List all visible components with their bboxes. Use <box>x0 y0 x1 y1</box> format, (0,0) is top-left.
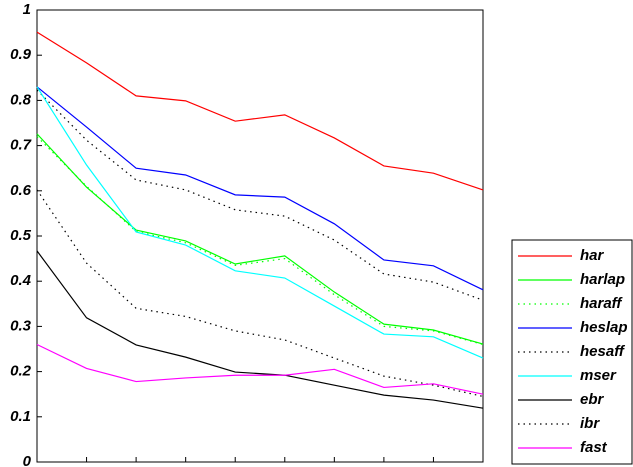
y-tick-label: 0.2 <box>10 363 32 380</box>
y-tick-label: 0.5 <box>10 227 32 244</box>
legend-label: heslap <box>580 319 628 336</box>
series-line <box>36 86 484 291</box>
series-line <box>36 89 484 301</box>
y-tick-label: 1 <box>23 1 31 18</box>
series-line <box>36 86 484 359</box>
y-tick-label: 0.7 <box>10 137 32 154</box>
y-tick-label: 0.6 <box>10 182 32 199</box>
series-line <box>36 250 484 409</box>
series-line <box>36 189 484 398</box>
legend-label: mser <box>580 367 617 384</box>
legend-label: harlap <box>580 271 625 288</box>
legend-label: hesaff <box>580 343 626 360</box>
series-line <box>36 136 484 346</box>
y-tick-label: 0.8 <box>10 91 32 108</box>
series-line <box>36 343 484 395</box>
y-tick-label: 0 <box>23 453 32 467</box>
legend-box <box>511 239 633 465</box>
legend-label: haraff <box>580 295 623 312</box>
series-line <box>36 31 484 191</box>
y-tick-label: 0.1 <box>10 408 31 425</box>
legend-label: fast <box>580 439 608 456</box>
legend-label: har <box>580 247 605 264</box>
y-tick-label: 0.9 <box>10 46 32 63</box>
legend-label: ebr <box>580 391 605 408</box>
y-tick-label: 0.3 <box>10 317 32 334</box>
legend-label: ibr <box>580 415 600 432</box>
plot-frame <box>36 9 484 463</box>
series-line <box>36 133 484 345</box>
y-tick-label: 0.4 <box>10 272 32 289</box>
